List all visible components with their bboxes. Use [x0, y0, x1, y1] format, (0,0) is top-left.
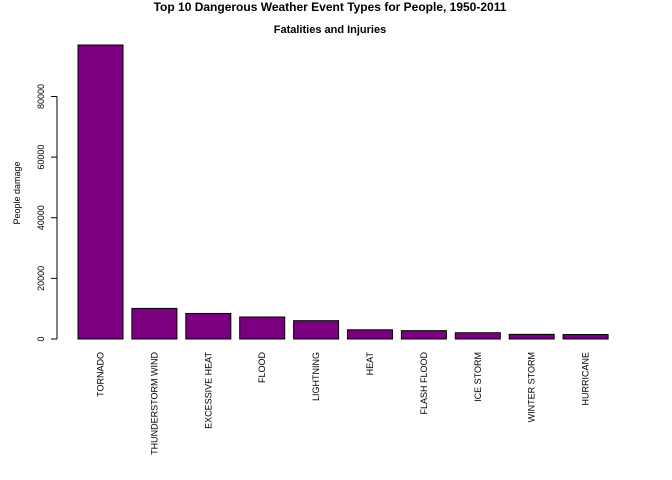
bar-thunderstorm-wind	[131, 307, 178, 340]
x-category-label: THUNDERSTORM WIND	[149, 352, 159, 455]
x-category-label: HURRICANE	[581, 352, 591, 406]
bar-flash-flood	[400, 330, 447, 340]
bar-hurricane	[562, 334, 609, 340]
bar-heat	[347, 329, 393, 340]
x-category-label: ICE STORM	[473, 352, 483, 402]
bars	[77, 44, 609, 340]
bar-tornado	[77, 44, 124, 340]
chart-title: Top 10 Dangerous Weather Event Types for…	[154, 0, 507, 14]
y-tick-label: 20000	[36, 266, 46, 291]
bar-ice-storm	[454, 332, 501, 340]
x-category-label: FLASH FLOOD	[419, 352, 429, 415]
y-axis-label: People damage	[12, 161, 22, 224]
x-category-label: EXCESSIVE HEAT	[203, 352, 213, 429]
bar-winter-storm	[508, 333, 555, 340]
x-category-label: HEAT	[365, 352, 375, 376]
x-category-label: WINTER STORM	[527, 352, 537, 422]
x-category-label: TORNADO	[96, 352, 106, 397]
x-category-label: FLOOD	[257, 352, 267, 384]
y-tick-label: 40000	[36, 205, 46, 230]
chart-subtitle: Fatalities and Injuries	[274, 24, 386, 36]
y-tick-label: 0	[36, 336, 46, 341]
y-axis: 0 20000 40000 60000 80000	[36, 84, 58, 342]
y-tick-label: 80000	[36, 84, 46, 109]
bar-excessive-heat	[185, 312, 232, 340]
bar-lightning	[293, 320, 340, 340]
x-axis-labels: TORNADO THUNDERSTORM WIND EXCESSIVE HEAT FL…	[96, 352, 591, 455]
x-category-label: LIGHTNING	[311, 352, 321, 401]
bar-flood	[239, 316, 286, 340]
y-tick-label: 60000	[36, 145, 46, 170]
